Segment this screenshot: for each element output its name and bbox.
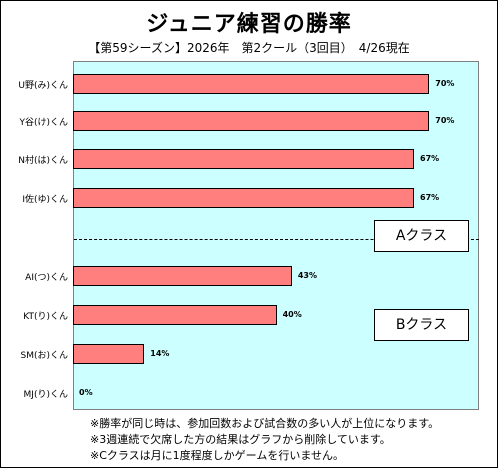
class-a-label: Aクラス	[374, 220, 469, 252]
bar-value-label: 43%	[297, 271, 318, 280]
footnote-1: ※勝率が同じ時は、参加回数および試合数の多い人が上位になります。	[90, 417, 440, 430]
bar-value-label: 67%	[420, 193, 440, 202]
bar	[73, 344, 145, 364]
category-label: AI(つ)くん	[25, 273, 68, 283]
category-label: Y谷(け)くん	[19, 118, 68, 128]
bar	[73, 305, 277, 325]
category-label: SM(お)くん	[20, 351, 68, 361]
class-b-label: Bクラス	[374, 309, 469, 341]
category-label: KT(り)くん	[23, 312, 68, 322]
bar-value-label: 40%	[282, 310, 302, 319]
chart-subtitle: 【第59シーズン】2026年 第2クール（3回目） 4/26現在	[88, 41, 410, 55]
footnote-3: ※Cクラスは月に1度程度しかゲームを行いません。	[90, 449, 345, 462]
bar-value-label: 67%	[420, 154, 440, 163]
category-label: MJ(り)くん	[23, 390, 68, 400]
footnotes: ※勝率が同じ時は、参加回数および試合数の多い人が上位になります。 ※3週連続で欠…	[90, 416, 439, 464]
bar	[73, 266, 292, 286]
footnote-2: ※3週連続で欠席した方の結果はグラフから削除しています。	[90, 433, 391, 446]
chart-title: ジュニア練習の勝率	[146, 12, 352, 37]
bar	[73, 188, 415, 208]
bar-value-label: 70%	[435, 79, 455, 88]
bar	[73, 149, 415, 169]
class-divider	[74, 239, 479, 240]
category-label: N村(は)くん	[18, 156, 68, 166]
bar-value-label: 0%	[79, 388, 93, 397]
category-label: U野(み)くん	[18, 81, 68, 91]
bar-value-label: 70%	[435, 116, 455, 125]
category-label: I佐(ゆ)くん	[22, 195, 68, 205]
bar-value-label: 14%	[150, 349, 170, 358]
bar	[73, 74, 430, 94]
bar	[73, 111, 430, 131]
